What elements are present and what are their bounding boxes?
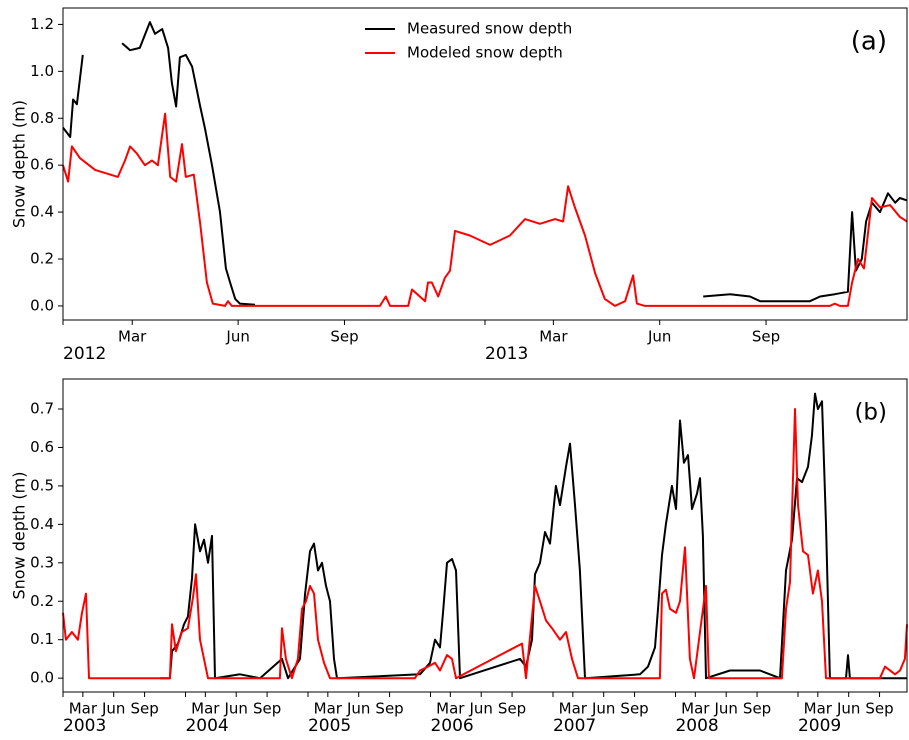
x-tick-label: Jun (346, 700, 370, 718)
series-line (62, 112, 908, 307)
x-tick-label: Jun (223, 700, 247, 718)
y-tick-label: 0.6 (30, 438, 54, 456)
y-tick-label: 0.4 (30, 203, 54, 221)
y-tick-label: 0.4 (30, 515, 54, 533)
x-tick-label: Jun (713, 700, 737, 718)
y-tick-label: 1.2 (30, 15, 54, 33)
x-tick-label: Mar (118, 328, 147, 346)
x-tick-label: Mar (681, 700, 710, 718)
x-tick-label: Sep (743, 700, 771, 718)
x-year-label: 2006 (430, 716, 473, 736)
y-tick-label: 0.8 (30, 109, 54, 127)
x-year-label: 2008 (675, 716, 718, 736)
x-tick-label: Sep (865, 700, 893, 718)
x-tick-label: Sep (620, 700, 648, 718)
panel-label: (a) (851, 27, 887, 57)
x-tick-label: Jun (591, 700, 615, 718)
series-line (62, 21, 908, 306)
x-tick-label: Jun (225, 328, 249, 346)
x-year-label: 2007 (553, 716, 596, 736)
x-tick-label: Jun (101, 700, 125, 718)
x-tick-label: Sep (498, 700, 526, 718)
x-tick-label: Sep (130, 700, 158, 718)
x-tick-label: Mar (559, 700, 588, 718)
legend-label: Modeled snow depth (407, 44, 563, 62)
y-axis-label: Snow depth (m) (10, 100, 29, 228)
x-tick-label: Jun (647, 328, 671, 346)
x-year-label: 2004 (185, 716, 228, 736)
x-tick-label: Mar (804, 700, 833, 718)
x-tick-label: Sep (375, 700, 403, 718)
y-tick-label: 0.0 (30, 669, 54, 687)
x-year-label: 2013 (485, 344, 528, 364)
y-axis-label: Snow depth (m) (10, 472, 29, 600)
x-tick-label: Sep (752, 328, 780, 346)
x-tick-label: Mar (191, 700, 220, 718)
y-tick-label: 0.0 (30, 296, 54, 314)
panel-label: (b) (854, 400, 887, 426)
x-tick-label: Mar (314, 700, 343, 718)
x-year-label: 2012 (63, 344, 106, 364)
x-tick-label: Jun (468, 700, 492, 718)
axes-frame (62, 7, 908, 321)
x-year-label: 2005 (308, 716, 351, 736)
y-tick-label: 0.6 (30, 156, 54, 174)
y-tick-label: 0.1 (30, 630, 54, 648)
x-tick-label: Mar (69, 700, 98, 718)
x-tick-label: Mar (436, 700, 465, 718)
x-tick-label: Jun (836, 700, 860, 718)
x-tick-label: Sep (253, 700, 281, 718)
x-tick-label: Sep (330, 328, 358, 346)
series-line (62, 408, 908, 680)
axes-frame (62, 378, 908, 693)
legend-label: Measured snow depth (407, 20, 572, 38)
y-tick-label: 0.2 (30, 592, 54, 610)
y-tick-label: 0.7 (30, 399, 54, 417)
y-tick-label: 0.5 (30, 476, 54, 494)
x-year-label: 2009 (798, 716, 841, 736)
x-tick-label: Mar (539, 328, 568, 346)
y-tick-label: 1.0 (30, 62, 54, 80)
x-year-label: 2003 (63, 716, 106, 736)
y-tick-label: 0.3 (30, 553, 54, 571)
y-tick-label: 0.2 (30, 250, 54, 268)
